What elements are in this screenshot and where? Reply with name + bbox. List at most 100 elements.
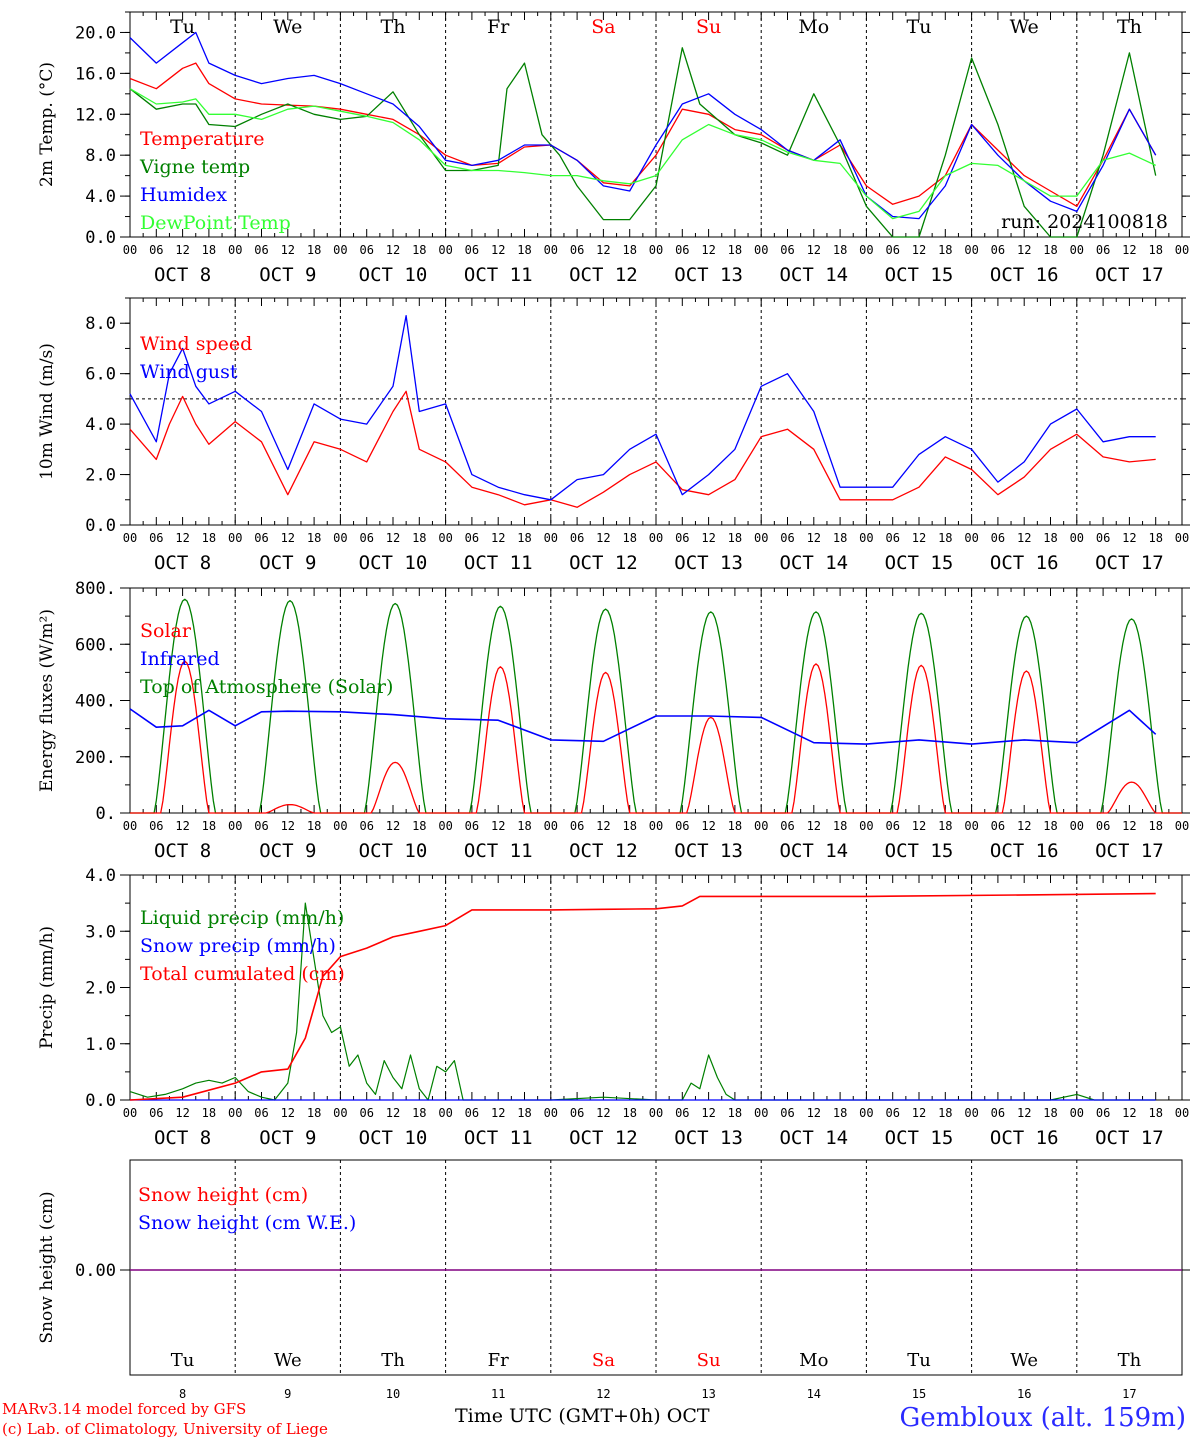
date-label: OCT 14 xyxy=(779,264,848,286)
hour-tick-label: 06 xyxy=(149,531,163,545)
y-tick-label: 0.0 xyxy=(85,1091,116,1111)
day-number-label: 17 xyxy=(1122,1387,1136,1401)
hour-tick-label: 00 xyxy=(649,531,663,545)
y-tick-label: 1.0 xyxy=(85,1035,116,1055)
y-tick-label: 0.0 xyxy=(85,228,116,248)
x-axis-title: Time UTC (GMT+0h) OCT xyxy=(455,1405,710,1427)
hour-tick-label: 12 xyxy=(386,819,400,833)
weekday-label: Mo xyxy=(799,1350,828,1371)
hour-tick-label: 00 xyxy=(859,819,873,833)
hour-tick-label: 06 xyxy=(675,819,689,833)
panel-5: 0.00 Snow height (cm) Snow height (cm) Snow… xyxy=(37,1159,1190,1401)
hour-tick-label: 18 xyxy=(412,819,426,833)
hour-tick-label: 06 xyxy=(1096,531,1110,545)
station-name: Gembloux (alt. 159m) xyxy=(899,1403,1186,1433)
weekday-label: Mo xyxy=(798,16,829,38)
hour-tick-label: 12 xyxy=(596,819,610,833)
y-tick-label: 2.0 xyxy=(85,979,116,999)
y-tick-label: 400. xyxy=(75,692,116,712)
hour-tick-label: 06 xyxy=(254,243,268,257)
hour-tick-label: 12 xyxy=(386,531,400,545)
hour-tick-label: 06 xyxy=(675,1106,689,1120)
hour-tick-label: 18 xyxy=(307,531,321,545)
date-label: OCT 12 xyxy=(569,552,638,574)
hour-tick-label: 18 xyxy=(728,531,742,545)
hour-tick-label: 12 xyxy=(807,531,821,545)
legend-entry: Liquid precip (mm/h) xyxy=(140,907,344,929)
hour-tick-label: 06 xyxy=(885,1106,899,1120)
hour-tick-label: 00 xyxy=(333,819,347,833)
hour-tick-label: 00 xyxy=(754,243,768,257)
day-number-label: 16 xyxy=(1017,1387,1031,1401)
hour-tick-label: 12 xyxy=(1017,531,1031,545)
panel-frame xyxy=(129,11,1183,238)
y-tick-label: 6.0 xyxy=(85,365,116,385)
weekday-label: We xyxy=(1010,16,1039,38)
date-label: OCT 17 xyxy=(1095,552,1164,574)
hour-tick-label: 12 xyxy=(807,1106,821,1120)
hour-tick-label: 00 xyxy=(544,819,558,833)
hour-tick-label: 12 xyxy=(912,243,926,257)
hour-tick-label: 06 xyxy=(465,531,479,545)
hour-tick-label: 18 xyxy=(622,243,636,257)
hour-tick-label: 18 xyxy=(412,1106,426,1120)
hour-tick-label: 18 xyxy=(938,1106,952,1120)
hour-tick-label: 12 xyxy=(386,1106,400,1120)
hour-tick-label: 06 xyxy=(254,531,268,545)
date-label: OCT 9 xyxy=(259,1127,316,1149)
y-tick-label: 4.0 xyxy=(85,415,116,435)
legend-entry: Infrared xyxy=(140,648,220,670)
hour-tick-label: 00 xyxy=(1175,531,1189,545)
hour-tick-label: 12 xyxy=(175,531,189,545)
hour-tick-label: 12 xyxy=(1122,819,1136,833)
hour-tick-label: 18 xyxy=(202,531,216,545)
hour-tick-label: 00 xyxy=(754,531,768,545)
date-label: OCT 9 xyxy=(259,840,316,862)
hour-tick-label: 12 xyxy=(175,243,189,257)
hour-tick-label: 00 xyxy=(333,1106,347,1120)
y-tick-label: 8.0 xyxy=(85,314,116,334)
legend-entry: Wind gust xyxy=(140,361,238,383)
hour-tick-label: 12 xyxy=(281,1106,295,1120)
hour-tick-label: 06 xyxy=(780,819,794,833)
hour-tick-label: 00 xyxy=(123,531,137,545)
hour-tick-label: 06 xyxy=(780,243,794,257)
date-label: OCT 16 xyxy=(990,264,1059,286)
hour-tick-label: 06 xyxy=(465,1106,479,1120)
date-label: OCT 10 xyxy=(359,840,428,862)
date-label: OCT 9 xyxy=(259,552,316,574)
hour-tick-label: 18 xyxy=(1148,1106,1162,1120)
hour-tick-label: 12 xyxy=(701,243,715,257)
date-label: OCT 8 xyxy=(154,264,211,286)
x-axis-month: OCT xyxy=(666,1405,710,1427)
hour-tick-label: 00 xyxy=(964,1106,978,1120)
hour-tick-label: 00 xyxy=(754,819,768,833)
hour-tick-label: 12 xyxy=(596,531,610,545)
solar-line xyxy=(130,660,1182,814)
hour-tick-label: 06 xyxy=(359,243,373,257)
hour-tick-label: 00 xyxy=(438,1106,452,1120)
hour-tick-label: 00 xyxy=(333,243,347,257)
hour-tick-label: 06 xyxy=(570,531,584,545)
date-label: OCT 17 xyxy=(1095,264,1164,286)
hour-tick-label: 00 xyxy=(438,819,452,833)
hour-tick-label: 18 xyxy=(1148,819,1162,833)
hour-tick-label: 00 xyxy=(1070,243,1084,257)
hour-tick-label: 00 xyxy=(1175,1106,1189,1120)
hour-tick-label: 06 xyxy=(780,531,794,545)
date-label: OCT 12 xyxy=(569,840,638,862)
hour-tick-label: 06 xyxy=(991,243,1005,257)
hour-tick-label: 00 xyxy=(438,243,452,257)
hour-tick-label: 06 xyxy=(1096,1106,1110,1120)
hour-tick-label: 00 xyxy=(228,531,242,545)
date-label: OCT 14 xyxy=(779,1127,848,1149)
hour-tick-label: 00 xyxy=(1175,819,1189,833)
y-tick-label: 4.0 xyxy=(85,866,116,886)
legend-entry: Humidex xyxy=(140,184,227,206)
hour-tick-label: 00 xyxy=(544,1106,558,1120)
date-label: OCT 13 xyxy=(674,552,743,574)
y-tick-label: 3.0 xyxy=(85,922,116,942)
hour-tick-label: 00 xyxy=(544,531,558,545)
hour-tick-label: 18 xyxy=(728,819,742,833)
